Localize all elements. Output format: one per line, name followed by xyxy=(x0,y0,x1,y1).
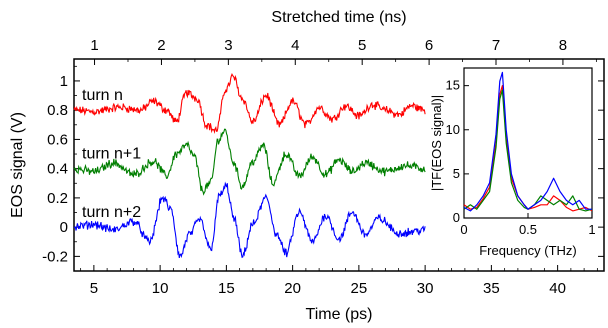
inset-y-tick-label: 15 xyxy=(446,78,460,93)
y-tick-label: 0.4 xyxy=(47,161,68,178)
y-tick-label: 0.8 xyxy=(47,102,68,119)
inset-traces xyxy=(463,71,593,212)
y-tick-label: 1 xyxy=(60,73,68,90)
trace-2 xyxy=(73,128,426,196)
inset-y-axis-title: |TF(EOS signal)| xyxy=(429,95,444,191)
x-tick-label: 35 xyxy=(483,280,500,297)
trace-1 xyxy=(73,72,426,134)
top-tick-label: 7 xyxy=(492,37,500,54)
top-tick-label: 2 xyxy=(157,37,165,54)
inset-y-tick-label: 5 xyxy=(453,166,460,181)
trace-label: turn n+1 xyxy=(82,146,141,163)
inset-y-tick-label: 10 xyxy=(446,122,460,137)
y-tick-label: -0.2 xyxy=(42,248,68,265)
x-tick-label: 40 xyxy=(549,280,566,297)
trace-label: turn n xyxy=(82,87,123,104)
x-tick-label: 25 xyxy=(351,280,368,297)
inset-x-tick-label: 0.5 xyxy=(519,222,537,237)
y-tick-label: 0 xyxy=(60,219,68,236)
y-tick-label: 0.2 xyxy=(47,190,68,207)
inset-trace-3 xyxy=(463,71,592,212)
top-tick-label: 5 xyxy=(358,37,366,54)
main-traces xyxy=(73,72,426,259)
inset-x-tick-label: 1 xyxy=(588,222,595,237)
x-tick-label: 10 xyxy=(152,280,169,297)
main-labels: 5 10 15 20 25 30 35 401 2 3 4 5 6 7 8-0.200.20.40.60.8… xyxy=(42,37,567,297)
y-tick-label: 0.6 xyxy=(47,131,68,148)
main-plot-frame xyxy=(73,58,605,272)
inset-y-tick-label: 0 xyxy=(453,210,460,225)
x-tick-label: 15 xyxy=(218,280,235,297)
top-tick-label: 3 xyxy=(224,37,232,54)
x-tick-label: 20 xyxy=(284,280,301,297)
trace-label: turn n+2 xyxy=(82,204,141,221)
inset-x-axis-title: Frequency (THz) xyxy=(479,243,577,258)
x-tick-label: 5 xyxy=(90,280,98,297)
top-tick-label: 4 xyxy=(291,37,299,54)
y-axis-title: EOS signal (V) xyxy=(9,112,26,218)
trace-3 xyxy=(73,181,426,259)
top-tick-label: 6 xyxy=(425,37,433,54)
inset-plot-frame xyxy=(463,67,593,219)
inset-x-tick-label: 0 xyxy=(460,222,467,237)
top-tick-label: 8 xyxy=(559,37,567,54)
top-axis-title: Stretched time (ns) xyxy=(271,9,406,26)
x-axis-title: Time (ps) xyxy=(306,306,373,323)
x-tick-label: 30 xyxy=(417,280,434,297)
top-tick-label: 1 xyxy=(90,37,98,54)
